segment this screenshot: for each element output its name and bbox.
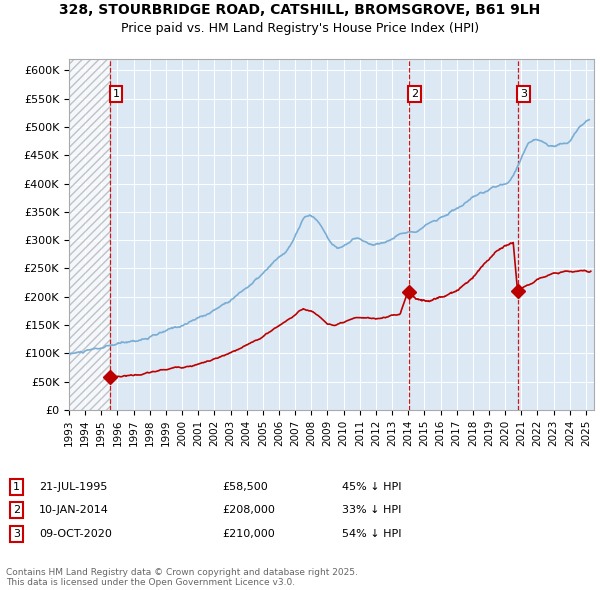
Text: 09-OCT-2020: 09-OCT-2020 <box>39 529 112 539</box>
Text: 328, STOURBRIDGE ROAD, CATSHILL, BROMSGROVE, B61 9LH: 328, STOURBRIDGE ROAD, CATSHILL, BROMSGR… <box>59 3 541 17</box>
Text: 2: 2 <box>411 89 418 99</box>
Text: 3: 3 <box>13 529 20 539</box>
Text: 1: 1 <box>113 89 119 99</box>
Text: 21-JUL-1995: 21-JUL-1995 <box>39 482 107 491</box>
Text: 10-JAN-2014: 10-JAN-2014 <box>39 506 109 515</box>
Text: 1: 1 <box>13 482 20 491</box>
Text: 45% ↓ HPI: 45% ↓ HPI <box>342 482 401 491</box>
Text: 54% ↓ HPI: 54% ↓ HPI <box>342 529 401 539</box>
Text: 2: 2 <box>13 506 20 515</box>
Bar <box>69 59 110 410</box>
Text: £208,000: £208,000 <box>222 506 275 515</box>
Text: £58,500: £58,500 <box>222 482 268 491</box>
Text: 33% ↓ HPI: 33% ↓ HPI <box>342 506 401 515</box>
Text: £210,000: £210,000 <box>222 529 275 539</box>
Text: 3: 3 <box>520 89 527 99</box>
Text: Price paid vs. HM Land Registry's House Price Index (HPI): Price paid vs. HM Land Registry's House … <box>121 22 479 35</box>
Text: Contains HM Land Registry data © Crown copyright and database right 2025.
This d: Contains HM Land Registry data © Crown c… <box>6 568 358 587</box>
